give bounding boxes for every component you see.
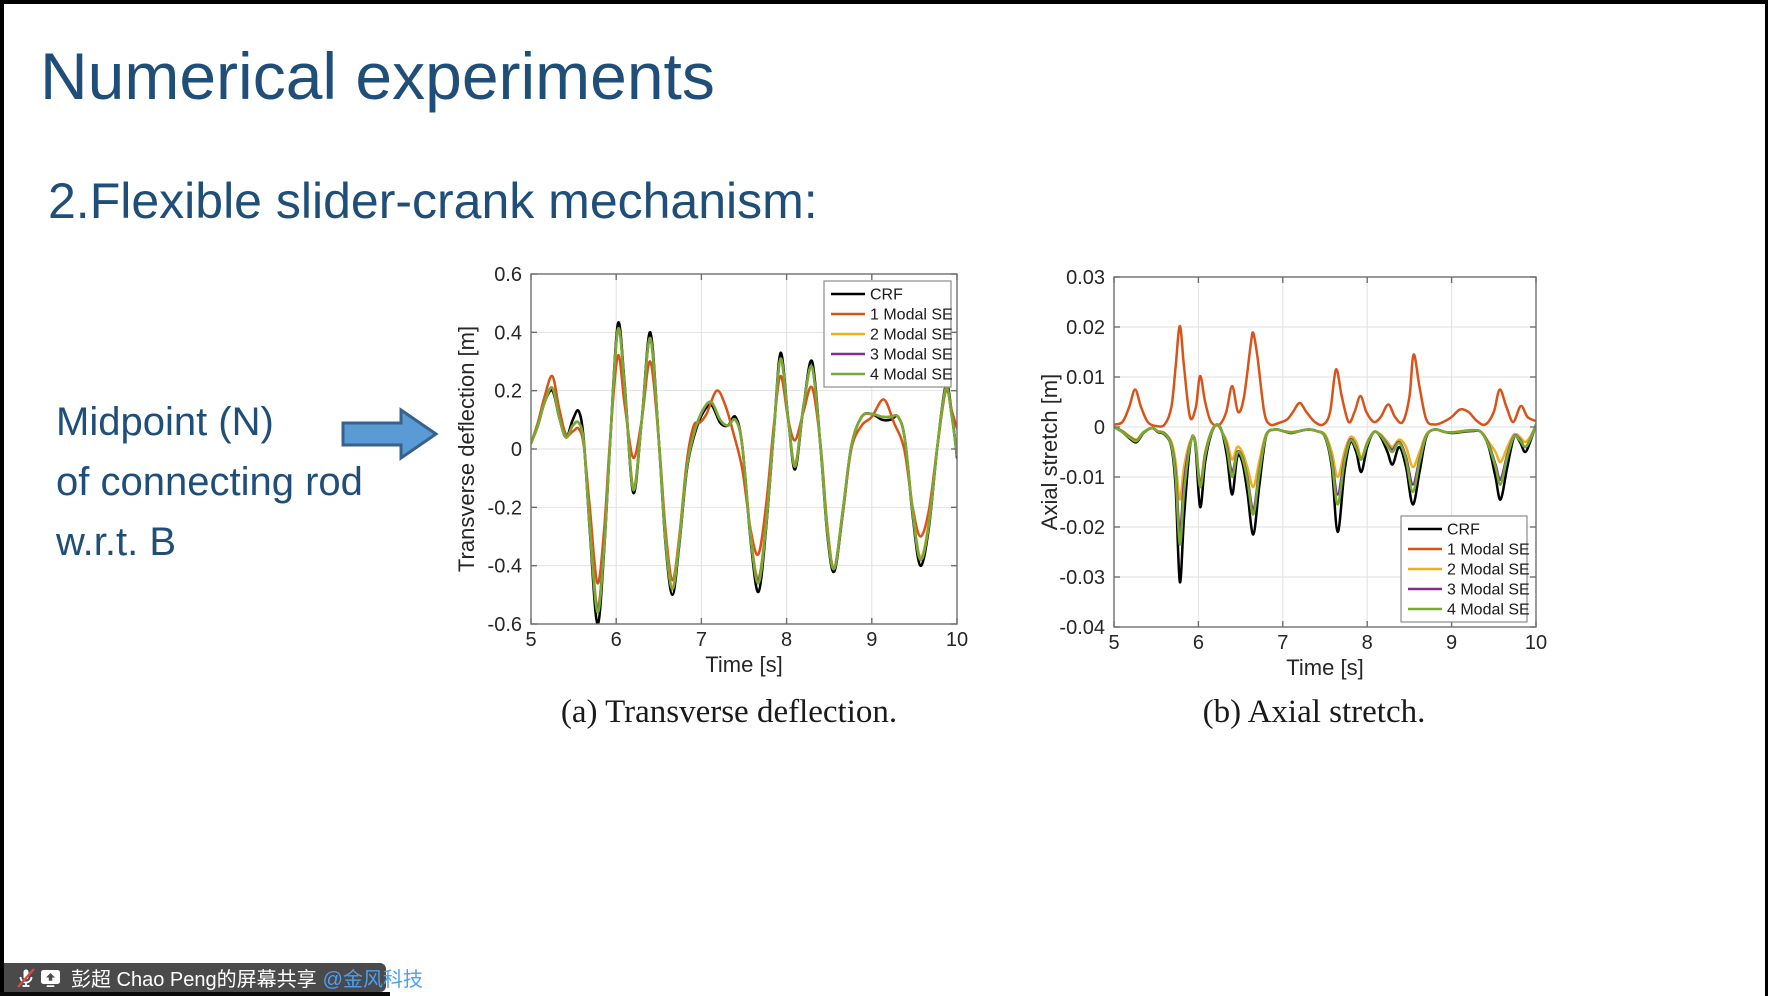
legend-label: CRF [1447, 522, 1480, 539]
x-tick-label: 6 [1193, 632, 1204, 654]
y-tick-label: -0.01 [1059, 467, 1105, 489]
y-tick-label: 0.03 [1066, 267, 1105, 289]
legend-label: 3 Modal SE [870, 347, 953, 364]
legend-label: CRF [870, 287, 903, 304]
caption-a: (a) Transverse deflection. [560, 694, 898, 730]
y-tick-label: 0 [1094, 417, 1105, 439]
series-line-1-Modal-SE [531, 354, 957, 585]
legend-label: 1 Modal SE [870, 307, 953, 324]
legend-label: 1 Modal SE [1447, 542, 1530, 559]
y-tick-label: 0.6 [494, 264, 522, 286]
y-tick-label: -0.4 [488, 556, 522, 578]
screen-share-icon [38, 966, 63, 990]
share-bar-mention: @金风科技 [322, 969, 423, 991]
series-line-1-Modal-SE [1114, 324, 1536, 428]
annotation-line-3: w.r.t. B [56, 520, 177, 564]
x-axis-label: Time [s] [705, 652, 782, 677]
x-tick-label: 7 [1277, 632, 1288, 654]
slide-subtitle: 2.Flexible slider-crank mechanism: [48, 173, 818, 229]
right-arrow-icon [340, 406, 440, 462]
x-tick-label: 5 [1108, 632, 1119, 654]
y-tick-label: 0.01 [1066, 367, 1105, 389]
y-tick-label: -0.03 [1059, 567, 1105, 589]
y-tick-label: -0.02 [1059, 517, 1105, 539]
chart-transverse-deflection: 5 6 7 8 9 10 0.6 0.4 0.2 0 -0.2 -0.4 -0.6 Time [s] Tra… [444, 252, 984, 697]
y-axis-label: Axial stretch [m] [1037, 374, 1062, 530]
x-tick-label: 9 [1446, 632, 1457, 654]
y-tick-label: -0.6 [488, 614, 522, 636]
chart-axial-stretch: 5 6 7 8 9 10 0.03 0.02 0.01 0 -0.01 -0.02 -0.03 -0.04… [1024, 252, 1584, 697]
microphone-muted-icon [14, 966, 38, 990]
legend-label: 4 Modal SE [870, 367, 953, 384]
screen-share-bar[interactable]: 彭超 Chao Peng的屏幕共享 @金风科技 [4, 963, 423, 992]
x-tick-label: 6 [611, 629, 622, 651]
series-line-4-Modal-SE [1114, 423, 1536, 546]
slide: Numerical experiments 2.Flexible slider-… [4, 4, 1765, 996]
share-bar-label: 彭超 Chao Peng的屏幕共享 [71, 969, 317, 991]
y-tick-label: 0.2 [494, 381, 522, 403]
y-tick-label: 0 [511, 439, 522, 461]
y-tick-label: -0.2 [488, 497, 522, 519]
figure-svg: 5 6 7 8 9 10 0.6 0.4 0.2 0 -0.2 -0.4 -0.6 Time [s] Tra… [454, 264, 968, 677]
x-tick-label: 5 [525, 629, 536, 651]
y-axis-label: Transverse deflection [m] [454, 326, 479, 572]
axes-box [1113, 276, 1537, 628]
x-tick-label: 8 [781, 629, 792, 651]
bottom-edge-strip [0, 992, 390, 996]
slide-title: Numerical experiments [40, 39, 715, 113]
x-tick-label: 7 [696, 629, 707, 651]
y-tick-label: 0.4 [494, 322, 522, 344]
series-line-4-Modal-SE [531, 326, 957, 614]
y-tick-label: -0.04 [1059, 617, 1105, 639]
x-tick-label: 10 [1525, 632, 1547, 654]
legend-label: 4 Modal SE [1447, 602, 1530, 619]
x-tick-label: 10 [946, 629, 968, 651]
annotation-line-1: Midpoint (N) [56, 400, 274, 444]
x-tick-label: 9 [866, 629, 877, 651]
x-tick-label: 8 [1362, 632, 1373, 654]
legend-label: 2 Modal SE [870, 327, 953, 344]
legend-label: 2 Modal SE [1447, 562, 1530, 579]
x-axis-label: Time [s] [1286, 655, 1363, 680]
annotation-line-2: of connecting rod [56, 460, 363, 504]
y-tick-label: 0.02 [1066, 317, 1105, 339]
figure-svg: 5 6 7 8 9 10 0.03 0.02 0.01 0 -0.01 -0.02 -0.03 -0.04… [1037, 267, 1547, 680]
caption-b: (b) Axial stretch. [1202, 694, 1426, 730]
legend-label: 3 Modal SE [1447, 582, 1530, 599]
